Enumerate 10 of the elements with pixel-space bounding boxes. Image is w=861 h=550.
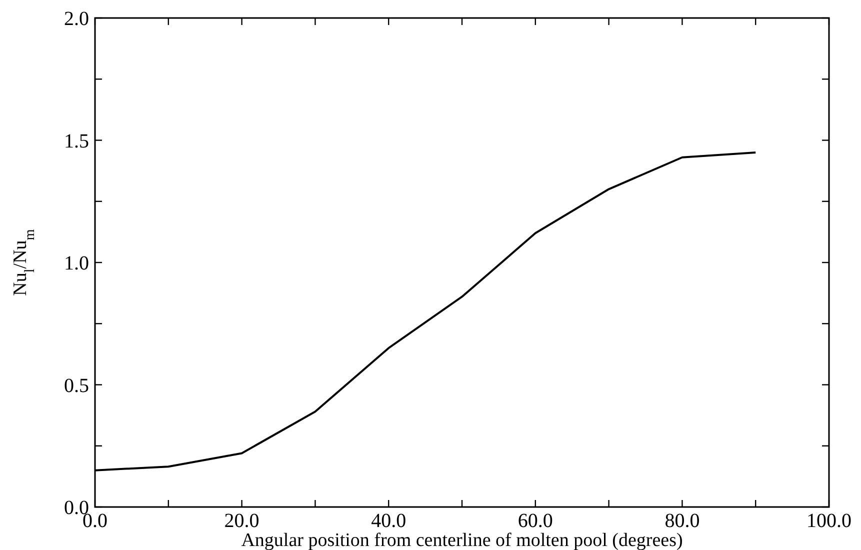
x-tick-label: 60.0 [518,510,553,532]
x-tick-label: 40.0 [371,510,406,532]
y-tick-label: 1.5 [64,130,89,152]
y-tick-label: 1.0 [64,252,89,274]
x-axis-title: Angular position from centerline of molten pool (degrees) [241,530,683,550]
x-tick-label: 80.0 [664,510,700,532]
x-tick-label: 20.0 [224,510,260,532]
x-tick-label: 100.0 [806,510,852,532]
y-tick-label: 2.0 [64,8,89,30]
y-tick-label: 0.5 [64,374,89,397]
